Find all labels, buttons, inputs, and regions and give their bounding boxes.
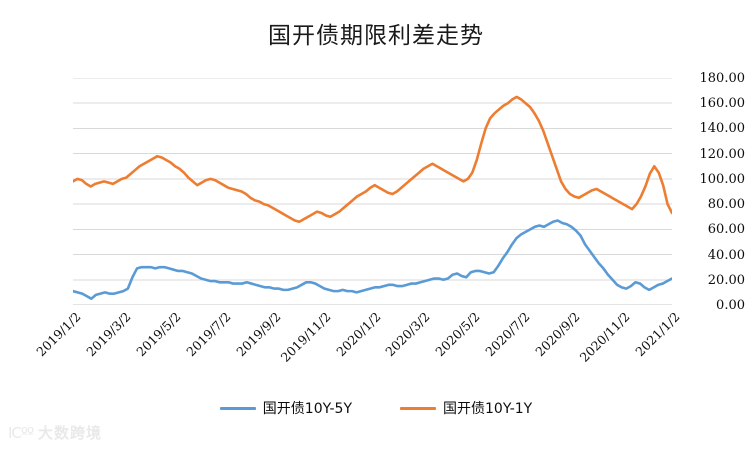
series-line-0 [71, 219, 674, 300]
legend-item[interactable]: 国开债10Y-1Y [400, 398, 532, 418]
y-axis-tick-label: 60.00 [707, 222, 745, 238]
series-lines [71, 95, 674, 300]
y-axis-tick-label: 120.00 [699, 146, 746, 162]
watermark-label: 大数跨境 [38, 424, 103, 442]
y-axis-tick-label: 160.00 [699, 96, 746, 112]
y-axis-tick-label: 20.00 [707, 272, 745, 288]
legend-swatch-icon [219, 406, 256, 410]
legend-swatch-icon [400, 406, 436, 410]
plot-area [71, 77, 674, 306]
y-axis-tick-label: 180.00 [699, 71, 746, 86]
x-axis-labels: 2019/1/2 2019/3/2 2019/5/2 2019/7/2 2019/9/2… [0, 305, 752, 395]
watermark-logo-icon: ICºº [8, 423, 34, 442]
y-axis-tick-label: 0.00 [716, 298, 745, 313]
watermark: ICºº 大数跨境 [8, 422, 102, 443]
legend-item[interactable]: 国开债10Y-5Y [219, 398, 352, 418]
series-line-1 [71, 95, 674, 224]
y-axis-labels: 180.00 160.00 140.00 120.00 100.00 80.00 60.00… [679, 68, 749, 318]
chart-legend: 国开债10Y-5Y 国开债10Y-1Y [0, 396, 752, 420]
y-axis-tick-label: 100.00 [699, 171, 746, 187]
plot-svg [71, 77, 674, 306]
legend-label: 国开债10Y-5Y [262, 401, 352, 417]
chart-title: 国开债期限利差走势 [268, 23, 484, 49]
legend-label: 国开债10Y-1Y [443, 401, 533, 417]
y-axis-tick-label: 40.00 [707, 247, 745, 263]
y-axis-tick-label: 140.00 [699, 121, 746, 137]
y-axis-tick-label: 80.00 [707, 197, 745, 213]
gridlines [73, 77, 672, 306]
